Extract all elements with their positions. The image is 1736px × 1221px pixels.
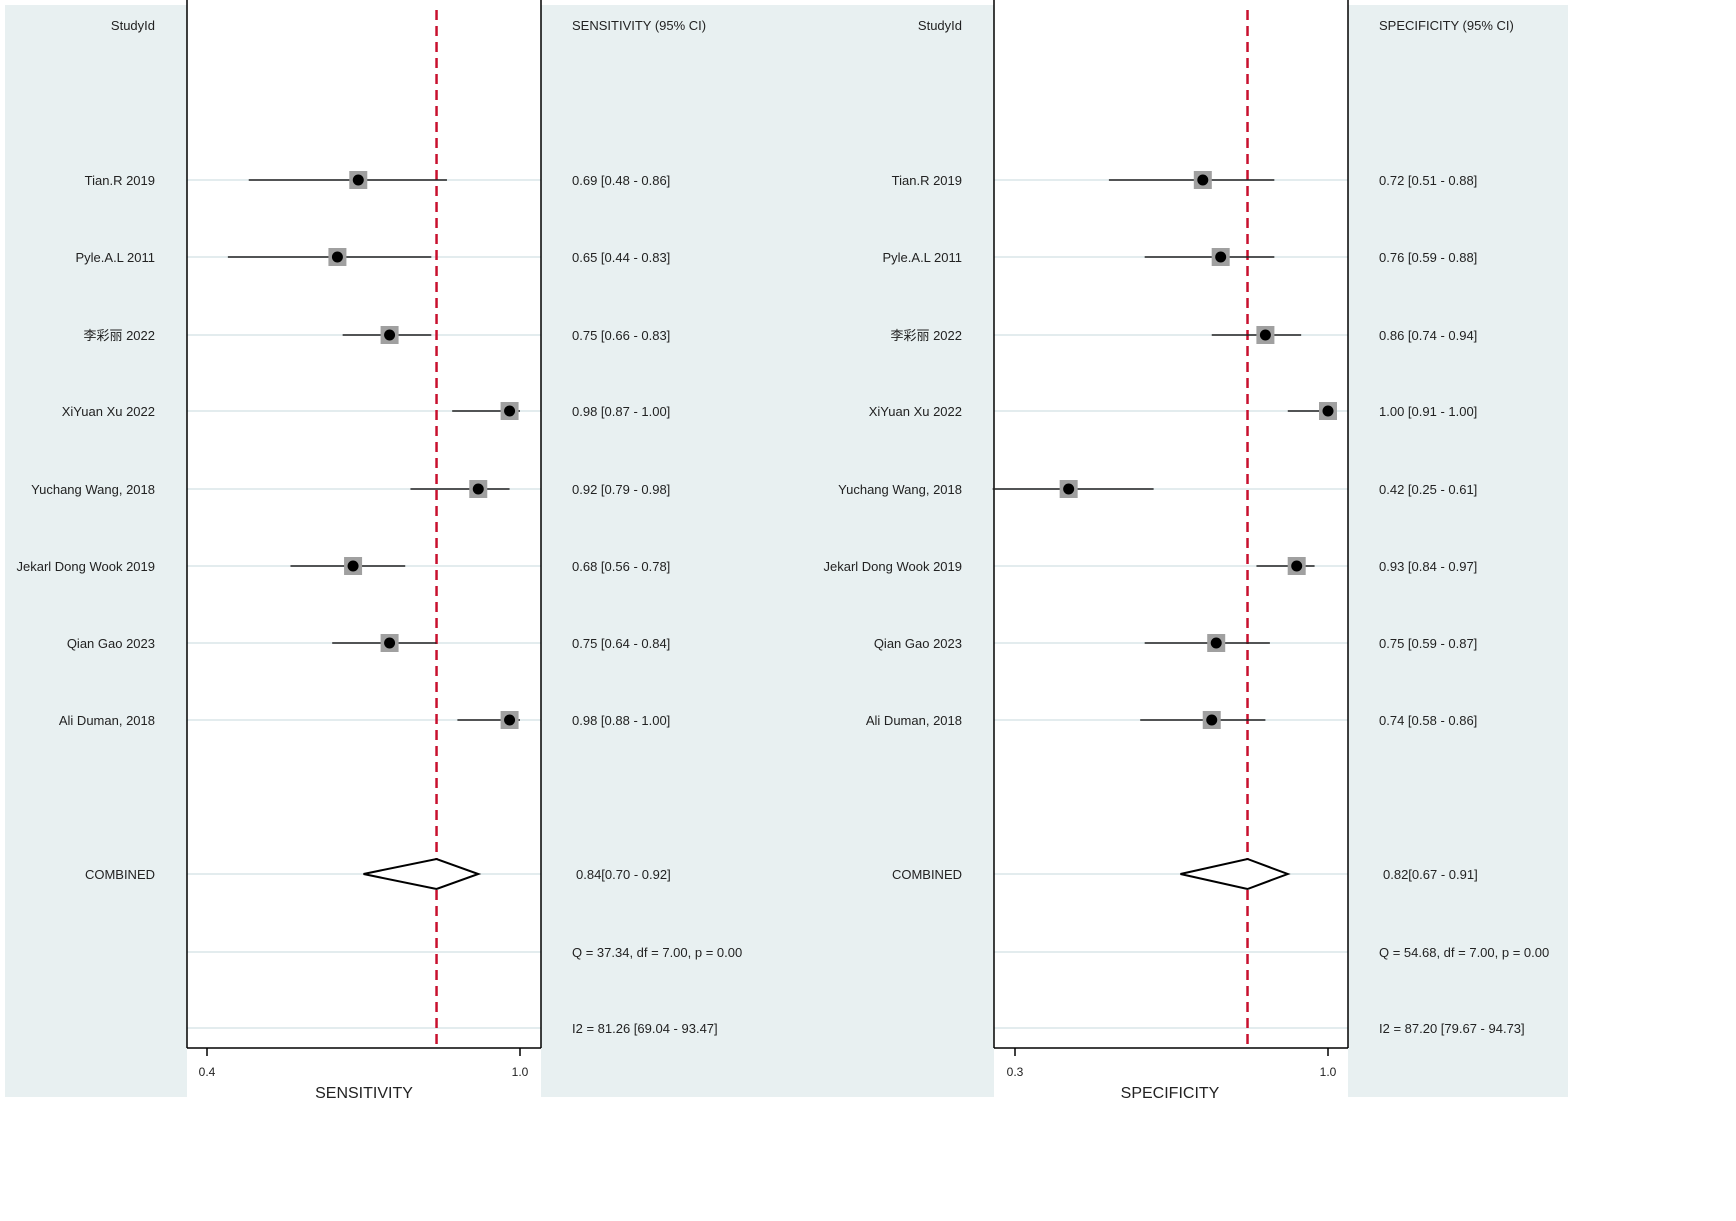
- sensitivity-study-name: 李彩丽 2022: [83, 328, 155, 343]
- sensitivity-point-estimate: [504, 405, 516, 417]
- specificity-combined-name: COMBINED: [892, 867, 962, 882]
- sensitivity-study-row: XiYuan Xu 2022 0.98 [0.87 - 1.00]: [62, 402, 670, 420]
- specificity-combined-diamond: [1180, 857, 1291, 891]
- sensitivity-study-row: Tian.R 2019 0.69 [0.48 - 0.86]: [85, 171, 670, 189]
- specificity-point-estimate: [1210, 637, 1222, 649]
- sensitivity-combined-label: 0.84[0.70 - 0.92]: [576, 867, 671, 882]
- specificity-study-column-bg: [812, 5, 994, 1097]
- sensitivity-study-header: StudyId: [111, 18, 155, 33]
- sensitivity-ci-label: 0.65 [0.44 - 0.83]: [572, 250, 670, 265]
- sensitivity-study-row: Pyle.A.L 2011 0.65 [0.44 - 0.83]: [76, 248, 670, 266]
- specificity-point-estimate: [1322, 405, 1334, 417]
- sensitivity-ci-label: 0.75 [0.64 - 0.84]: [572, 636, 670, 651]
- sensitivity-study-name: Pyle.A.L 2011: [76, 250, 156, 265]
- sensitivity-study-column-bg: [5, 5, 187, 1097]
- sensitivity-stat-column-bg: [541, 5, 812, 1097]
- specificity-ci-label: 0.86 [0.74 - 0.94]: [1379, 328, 1477, 343]
- specificity-study-row: Yuchang Wang, 2018 0.42 [0.25 - 0.61]: [838, 480, 1477, 498]
- specificity-ci-label: 1.00 [0.91 - 1.00]: [1379, 404, 1477, 419]
- specificity-study-row: Jekarl Dong Wook 2019 0.93 [0.84 - 0.97]: [823, 557, 1477, 575]
- specificity-study-row: XiYuan Xu 2022 1.00 [0.91 - 1.00]: [869, 402, 1477, 420]
- sensitivity-combined-diamond: [363, 857, 482, 891]
- specificity-study-name: XiYuan Xu 2022: [869, 404, 962, 419]
- specificity-point-estimate: [1197, 174, 1209, 186]
- specificity-plot-area: [994, 0, 1348, 1048]
- specificity-point-estimate: [1259, 329, 1271, 341]
- specificity-x-tick-label: 0.3: [1007, 1065, 1024, 1079]
- specificity-study-name: Pyle.A.L 2011: [883, 250, 963, 265]
- sensitivity-study-name: XiYuan Xu 2022: [62, 404, 155, 419]
- specificity-study-name: Tian.R 2019: [892, 173, 962, 188]
- sensitivity-q-statistic: Q = 37.34, df = 7.00, p = 0.00: [572, 945, 742, 960]
- sensitivity-study-row: Qian Gao 2023 0.75 [0.64 - 0.84]: [67, 634, 670, 652]
- specificity-point-estimate: [1206, 714, 1218, 726]
- forest-plot-figure: StudyId SENSITIVITY (95% CI) Tian.R 2019 0.…: [5, 0, 1568, 1102]
- sensitivity-point-estimate: [384, 637, 396, 649]
- sensitivity-point-estimate: [352, 174, 364, 186]
- specificity-study-name: Jekarl Dong Wook 2019: [823, 559, 962, 574]
- sensitivity-point-estimate: [384, 329, 396, 341]
- specificity-combined-row: COMBINED 0.82[0.67 - 0.91]: [892, 857, 1478, 891]
- sensitivity-study-row: Ali Duman, 2018 0.98 [0.88 - 1.00]: [59, 711, 670, 729]
- specificity-study-row: Tian.R 2019 0.72 [0.51 - 0.88]: [892, 171, 1477, 189]
- specificity-ci-label: 0.75 [0.59 - 0.87]: [1379, 636, 1477, 651]
- specificity-ci-label: 0.74 [0.58 - 0.86]: [1379, 713, 1477, 728]
- sensitivity-study-row: 李彩丽 2022 0.75 [0.66 - 0.83]: [83, 326, 670, 344]
- specificity-x-axis-label: SPECIFICITY: [1121, 1085, 1220, 1102]
- specificity-study-row: 李彩丽 2022 0.86 [0.74 - 0.94]: [890, 326, 1477, 344]
- sensitivity-ci-label: 0.98 [0.88 - 1.00]: [572, 713, 670, 728]
- specificity-combined-label: 0.82[0.67 - 0.91]: [1383, 867, 1478, 882]
- specificity-study-name: Qian Gao 2023: [874, 636, 962, 651]
- specificity-study-row: Qian Gao 2023 0.75 [0.59 - 0.87]: [874, 634, 1477, 652]
- sensitivity-ci-label: 0.69 [0.48 - 0.86]: [572, 173, 670, 188]
- sensitivity-x-axis-label: SENSITIVITY: [315, 1085, 413, 1102]
- sensitivity-study-name: Jekarl Dong Wook 2019: [16, 559, 155, 574]
- sensitivity-stat-header: SENSITIVITY (95% CI): [572, 18, 706, 33]
- sensitivity-x-tick-label: 0.4: [199, 1065, 216, 1079]
- specificity-panel: StudyId SPECIFICITY (95% CI) Tian.R 2019 0.…: [812, 0, 1568, 1102]
- specificity-point-estimate: [1291, 560, 1303, 572]
- sensitivity-x-tick-label: 1.0: [512, 1065, 529, 1079]
- sensitivity-point-estimate: [347, 560, 359, 572]
- specificity-ci-label: 0.72 [0.51 - 0.88]: [1379, 173, 1477, 188]
- sensitivity-study-name: Yuchang Wang, 2018: [31, 482, 155, 497]
- specificity-study-name: Ali Duman, 2018: [866, 713, 962, 728]
- sensitivity-study-name: Qian Gao 2023: [67, 636, 155, 651]
- specificity-point-estimate: [1063, 483, 1075, 495]
- specificity-ci-label: 0.76 [0.59 - 0.88]: [1379, 250, 1477, 265]
- sensitivity-ci-label: 0.75 [0.66 - 0.83]: [572, 328, 670, 343]
- specificity-study-row: Pyle.A.L 2011 0.76 [0.59 - 0.88]: [883, 248, 1477, 266]
- sensitivity-panel: StudyId SENSITIVITY (95% CI) Tian.R 2019 0.…: [5, 0, 812, 1102]
- sensitivity-i2-statistic: I2 = 81.26 [69.04 - 93.47]: [572, 1021, 718, 1036]
- sensitivity-point-estimate: [472, 483, 484, 495]
- specificity-ci-label: 0.93 [0.84 - 0.97]: [1379, 559, 1477, 574]
- specificity-stat-header: SPECIFICITY (95% CI): [1379, 18, 1514, 33]
- specificity-x-tick-label: 1.0: [1320, 1065, 1337, 1079]
- specificity-stat-column-bg: [1348, 5, 1568, 1097]
- sensitivity-ci-label: 0.92 [0.79 - 0.98]: [572, 482, 670, 497]
- sensitivity-point-estimate: [331, 251, 343, 263]
- sensitivity-point-estimate: [504, 714, 516, 726]
- forest-plot-svg: StudyId SENSITIVITY (95% CI) Tian.R 2019 0.…: [5, 0, 1568, 1102]
- sensitivity-combined-row: COMBINED 0.84[0.70 - 0.92]: [85, 857, 671, 891]
- specificity-study-name: 李彩丽 2022: [890, 328, 962, 343]
- specificity-study-header: StudyId: [918, 18, 962, 33]
- specificity-study-name: Yuchang Wang, 2018: [838, 482, 962, 497]
- specificity-point-estimate: [1215, 251, 1227, 263]
- specificity-q-statistic: Q = 54.68, df = 7.00, p = 0.00: [1379, 945, 1549, 960]
- specificity-i2-statistic: I2 = 87.20 [79.67 - 94.73]: [1379, 1021, 1525, 1036]
- sensitivity-plot-area: [187, 0, 541, 1048]
- sensitivity-ci-label: 0.98 [0.87 - 1.00]: [572, 404, 670, 419]
- sensitivity-combined-name: COMBINED: [85, 867, 155, 882]
- sensitivity-ci-label: 0.68 [0.56 - 0.78]: [572, 559, 670, 574]
- sensitivity-study-row: Yuchang Wang, 2018 0.92 [0.79 - 0.98]: [31, 480, 670, 498]
- sensitivity-study-row: Jekarl Dong Wook 2019 0.68 [0.56 - 0.78]: [16, 557, 670, 575]
- sensitivity-study-name: Ali Duman, 2018: [59, 713, 155, 728]
- sensitivity-study-name: Tian.R 2019: [85, 173, 155, 188]
- specificity-ci-label: 0.42 [0.25 - 0.61]: [1379, 482, 1477, 497]
- specificity-study-row: Ali Duman, 2018 0.74 [0.58 - 0.86]: [866, 711, 1477, 729]
